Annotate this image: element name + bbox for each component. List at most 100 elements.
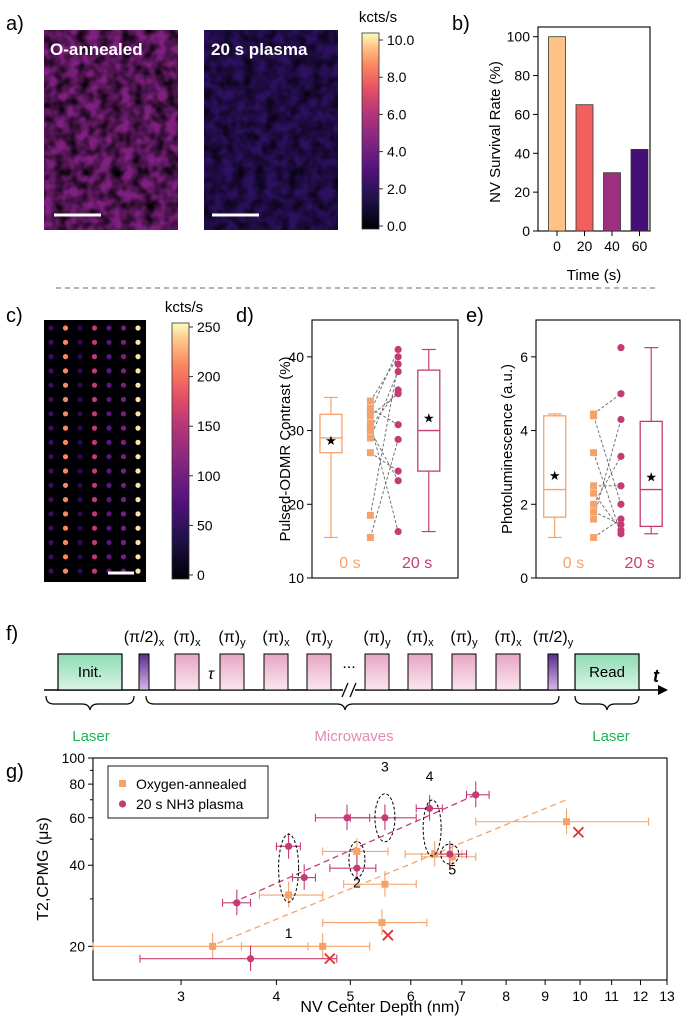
nv-dot — [77, 425, 83, 431]
cluster-ellipse — [278, 833, 300, 903]
y-tick-label: 4 — [520, 423, 528, 439]
oxygen-point — [319, 942, 327, 950]
x-tick-label: 0 — [553, 238, 561, 254]
x-tick-label: 8 — [502, 988, 510, 1004]
laser-label-1: Laser — [72, 728, 110, 745]
oxygen-point — [353, 847, 361, 855]
bar — [548, 36, 566, 232]
nv-dot — [62, 454, 69, 460]
nv-dot — [106, 525, 112, 531]
colorbar-c-unit: kcts/s — [165, 299, 203, 316]
x-tick-label: 40 — [604, 238, 620, 254]
nv-dot — [91, 396, 98, 403]
nv-dot — [91, 411, 98, 417]
nv-dot — [135, 354, 141, 360]
nv-dot — [135, 568, 141, 574]
pulse-label: (π)y — [450, 629, 478, 649]
pair-line — [369, 364, 399, 516]
plasma-point — [425, 804, 434, 813]
nv-array-image — [44, 320, 146, 582]
nv-dot — [48, 368, 54, 374]
pulse-label: (π)x — [494, 629, 522, 649]
time-axis-label: t — [653, 666, 660, 686]
nv-dot — [106, 482, 112, 488]
category-label: 20 s — [402, 555, 432, 572]
nv-dot — [91, 482, 98, 488]
nv-dot — [91, 339, 98, 345]
pulse-label: (π)y — [218, 629, 246, 649]
nv-dot — [91, 497, 98, 503]
nv-dot — [135, 368, 141, 374]
nv-dot — [77, 525, 83, 531]
pair-line — [369, 423, 399, 532]
category-label: 20 s — [625, 555, 655, 572]
y-tick-label: 2 — [520, 496, 528, 512]
colorbar-a — [361, 32, 380, 230]
nv-dot — [77, 511, 83, 517]
colorbar-a-unit: kcts/s — [359, 9, 397, 26]
oxygen-point — [431, 850, 439, 858]
pulse-label: (π)x — [406, 629, 434, 649]
y-tick-label: 100 — [507, 29, 531, 45]
ellipsis: ... — [342, 655, 355, 672]
nv-dot — [48, 554, 54, 560]
data-point — [366, 423, 374, 431]
nv-dot — [120, 525, 127, 531]
data-point — [366, 449, 374, 457]
nv-dot — [77, 482, 83, 488]
nv-dot — [77, 539, 83, 546]
data-point — [617, 415, 625, 424]
y-tick-label: 100 — [62, 750, 86, 766]
plasma-image — [204, 30, 338, 230]
nv-dot — [62, 396, 69, 403]
pair-line — [369, 439, 399, 538]
plasma-point — [446, 850, 454, 858]
nv-dot — [91, 568, 98, 574]
o-annealed-image — [44, 30, 178, 230]
microwaves-label: Microwaves — [314, 728, 393, 745]
nv-dot — [77, 454, 83, 460]
legend-label: Oxygen-annealed — [136, 776, 247, 792]
colorbar-tick-label: 200 — [197, 369, 221, 385]
pulse-label: (π/2)y — [533, 629, 574, 649]
nv-dot — [48, 325, 54, 331]
data-point — [617, 500, 625, 508]
nv-dot — [135, 411, 141, 417]
panel-a: a) O-annealed 20 s plasma kcts/s 10.0 8.0… — [6, 9, 414, 234]
data-point — [617, 526, 625, 534]
pair-line — [593, 393, 622, 415]
cluster-label: 5 — [448, 861, 456, 877]
cluster-label: 1 — [285, 925, 293, 941]
data-point — [366, 412, 374, 420]
bar — [603, 172, 621, 232]
nv-dot — [135, 454, 141, 460]
cluster-ellipse — [440, 843, 460, 865]
data-point — [617, 452, 625, 460]
mean-marker: ★ — [423, 410, 435, 425]
panel-e: e) Photoluminescence (a.u.) 0 2 4 6 ★ 0 s ★ 20 … — [466, 305, 681, 586]
data-point — [617, 515, 625, 523]
x-tick-label: 4 — [272, 988, 280, 1004]
nv-dot — [120, 439, 127, 445]
nv-dot — [120, 368, 127, 374]
nv-dot — [135, 482, 141, 488]
nv-dot — [106, 439, 112, 445]
cluster-ellipse — [374, 793, 396, 843]
pulse — [138, 653, 150, 691]
pulse — [219, 653, 245, 691]
nv-dot — [48, 511, 54, 517]
nv-dot — [106, 539, 112, 546]
panel-b: b) NV Survival Rate (%) Time (s) 0 20 40 60… — [452, 13, 651, 284]
pulse-sequence: (π/2)x (π)x (π)y (π)x (π)y (π)y (π)x (π)y (π)x (π… — [124, 629, 574, 691]
data-point — [366, 427, 374, 435]
nv-dot — [91, 354, 98, 360]
read-label: Read — [589, 664, 625, 681]
nv-dot — [62, 368, 69, 374]
plasma-point — [472, 791, 480, 799]
o-annealed-title: O-annealed — [50, 40, 143, 59]
x-tick-label: 3 — [177, 988, 185, 1004]
nv-dot — [120, 497, 127, 503]
data-point — [394, 360, 402, 368]
nv-dot — [48, 411, 54, 417]
colorbar-tick-label: 6.0 — [387, 106, 407, 122]
